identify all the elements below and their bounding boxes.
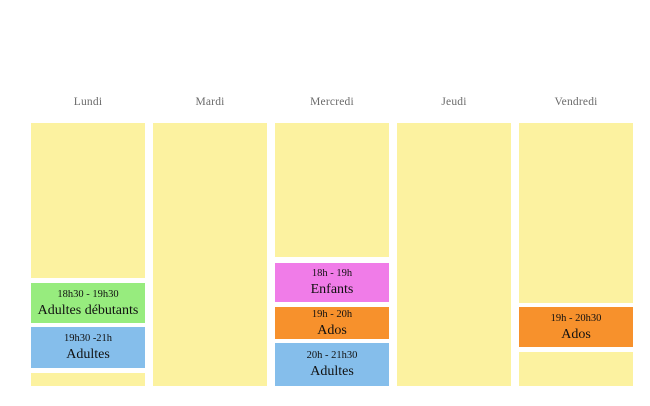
free-slot [31,123,145,278]
class-time: 18h30 - 19h30 [57,288,119,300]
class-label: Enfants [310,282,354,297]
class-block-ados: 19h - 20h Ados [275,307,389,339]
day-column-mardi: Mardi [153,96,267,386]
class-time: 19h - 20h30 [550,312,602,324]
schedule-board: Lundi 18h30 - 19h30 Adultes débutants 19… [31,96,633,386]
free-slot [153,123,267,386]
day-column-mercredi: Mercredi 18h - 19h Enfants 19h - 20h Ado… [275,96,389,386]
class-time: 19h - 20h [311,308,353,320]
class-block-enfants: 18h - 19h Enfants [275,263,389,302]
day-header-mardi: Mardi [195,96,225,108]
free-slot [31,373,145,386]
day-column-vendredi: Vendredi 19h - 20h30 Ados [519,96,633,386]
day-header-mercredi: Mercredi [310,96,354,108]
free-slot [519,352,633,386]
class-time: 20h - 21h30 [306,350,358,361]
day-column-lundi: Lundi 18h30 - 19h30 Adultes débutants 19… [31,96,145,386]
day-header-lundi: Lundi [73,96,103,108]
day-header-jeudi: Jeudi [441,96,467,108]
class-time: 18h - 19h [311,268,353,279]
class-block-adultes: 20h - 21h30 Adultes [275,343,389,386]
class-block-adultes-debutants: 18h30 - 19h30 Adultes débutants [31,283,145,323]
day-column-jeudi: Jeudi [397,96,511,386]
class-label: Adultes [66,347,110,362]
class-block-ados: 19h - 20h30 Ados [519,307,633,347]
class-label: Adultes débutants [37,302,139,318]
free-slot [519,123,633,303]
class-label: Ados [317,322,347,338]
class-time: 19h30 -21h [63,333,113,344]
class-label: Adultes [310,364,354,379]
free-slot [275,123,389,257]
day-header-vendredi: Vendredi [554,96,598,108]
class-block-adultes: 19h30 -21h Adultes [31,327,145,368]
class-label: Ados [561,326,591,342]
free-slot [397,123,511,386]
